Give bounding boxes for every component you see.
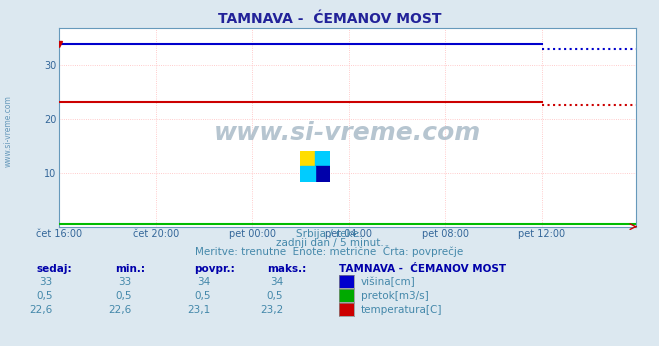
Text: TAMNAVA -  ĆEMANOV MOST: TAMNAVA - ĆEMANOV MOST <box>339 264 507 274</box>
Text: maks.:: maks.: <box>267 264 306 274</box>
Bar <box>315 151 330 166</box>
Text: 33: 33 <box>40 277 53 288</box>
Bar <box>300 151 315 166</box>
Text: Srbija / reke.: Srbija / reke. <box>297 229 362 239</box>
Text: 0,5: 0,5 <box>115 291 132 301</box>
Text: temperatura[C]: temperatura[C] <box>361 305 443 315</box>
Text: Meritve: trenutne  Enote: metrične  Črta: povprečje: Meritve: trenutne Enote: metrične Črta: … <box>195 245 464 257</box>
Text: sedaj:: sedaj: <box>36 264 72 274</box>
Text: TAMNAVA -  ĆEMANOV MOST: TAMNAVA - ĆEMANOV MOST <box>217 12 442 26</box>
Text: www.si-vreme.com: www.si-vreme.com <box>3 95 13 167</box>
Text: 34: 34 <box>270 277 283 288</box>
Text: 33: 33 <box>119 277 132 288</box>
Text: pretok[m3/s]: pretok[m3/s] <box>361 291 429 301</box>
Text: višina[cm]: višina[cm] <box>361 277 416 288</box>
Text: min.:: min.: <box>115 264 146 274</box>
Bar <box>300 166 315 182</box>
Text: 0,5: 0,5 <box>267 291 283 301</box>
Text: 23,2: 23,2 <box>260 305 283 315</box>
Text: www.si-vreme.com: www.si-vreme.com <box>214 121 481 145</box>
Text: 0,5: 0,5 <box>194 291 211 301</box>
Text: 22,6: 22,6 <box>109 305 132 315</box>
Text: 23,1: 23,1 <box>188 305 211 315</box>
Bar <box>315 166 330 182</box>
Text: 0,5: 0,5 <box>36 291 53 301</box>
Text: 22,6: 22,6 <box>30 305 53 315</box>
Text: povpr.:: povpr.: <box>194 264 235 274</box>
Text: zadnji dan / 5 minut.: zadnji dan / 5 minut. <box>275 238 384 248</box>
Text: 34: 34 <box>198 277 211 288</box>
